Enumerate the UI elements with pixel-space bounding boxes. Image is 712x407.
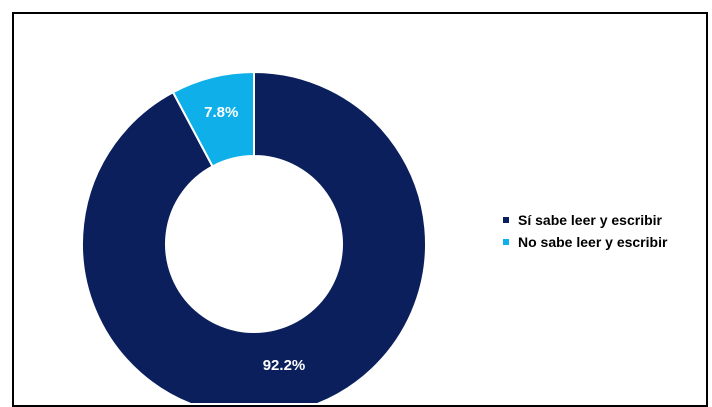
legend-swatch-si-sabe	[503, 217, 509, 223]
donut-slice-no-sabe	[171, 70, 255, 168]
legend: Sí sabe leer y escribir No sabe leer y e…	[503, 209, 667, 253]
legend-label-no-sabe: No sabe leer y escribir	[518, 234, 668, 250]
data-label-no-sabe: 7.8%	[204, 104, 238, 121]
legend-item-no-sabe: No sabe leer y escribir	[503, 231, 667, 253]
legend-swatch-no-sabe	[503, 239, 509, 245]
donut-slice-si-sabe	[81, 70, 427, 403]
data-label-si-sabe: 92.2%	[263, 357, 306, 374]
legend-item-si-sabe: Sí sabe leer y escribir	[503, 209, 667, 231]
legend-label-si-sabe: Sí sabe leer y escribir	[518, 212, 662, 228]
